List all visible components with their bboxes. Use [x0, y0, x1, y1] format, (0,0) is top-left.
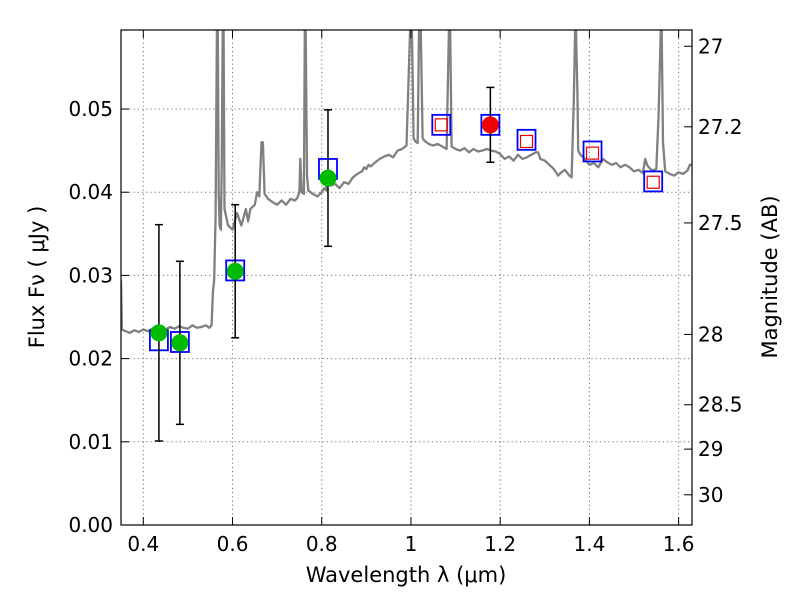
- x-tick-label: 1.2: [484, 532, 516, 556]
- x-tick-label: 1: [405, 532, 418, 556]
- detection-point: [226, 262, 244, 280]
- upper-limit-square: [519, 134, 534, 149]
- x-tick-label: 0.4: [127, 532, 159, 556]
- right-tick-label: 30: [698, 483, 723, 507]
- upper-limit-square: [585, 146, 600, 160]
- x-tick-label: 0.6: [217, 532, 249, 556]
- model-photometry-square: [643, 170, 664, 193]
- detection-point: [319, 169, 337, 187]
- plot-frame: [120, 29, 693, 526]
- y-tick-label: 0.00: [68, 513, 113, 537]
- right-tick-label: 27: [698, 34, 723, 58]
- model-photometry-square: [582, 140, 603, 163]
- detection-point: [150, 324, 168, 342]
- right-tick-label: 29: [698, 437, 723, 461]
- y-tick-label: 0.02: [68, 347, 113, 371]
- detection-point: [171, 334, 189, 352]
- axis-ticks: 0.4 0.6 0.8 1 1.2 1.4 1.6 0.00 0.01 0.02 0.03 0.04 0…: [68, 30, 743, 556]
- y-axis-right-label: Magnitude (AB): [758, 195, 782, 358]
- x-tick-label: 0.8: [306, 532, 338, 556]
- right-tick-label: 27.5: [698, 211, 743, 235]
- x-axis-label: Wavelength λ (μm): [306, 563, 507, 587]
- model-photometry-square: [431, 113, 452, 136]
- right-tick-label: 28: [698, 322, 723, 346]
- y-tick-label: 0.03: [68, 263, 113, 287]
- right-tick-label: 27.2: [698, 115, 743, 139]
- upper-limit-square: [434, 118, 448, 132]
- model-photometry-square: [516, 128, 537, 151]
- grid-lines: [121, 30, 692, 526]
- x-tick-label: 1.6: [663, 532, 695, 556]
- upper-limit-square: [646, 175, 660, 189]
- x-tick-label: 1.4: [573, 532, 605, 556]
- data-layer: [121, 30, 692, 442]
- y-tick-label: 0.05: [68, 97, 113, 121]
- y-tick-label: 0.04: [68, 180, 113, 204]
- y-tick-label: 0.01: [68, 430, 113, 454]
- red-detection-point: [481, 116, 499, 134]
- right-tick-label: 28.5: [698, 393, 743, 417]
- y-axis-label: Flux Fν ( μJy ): [25, 206, 49, 349]
